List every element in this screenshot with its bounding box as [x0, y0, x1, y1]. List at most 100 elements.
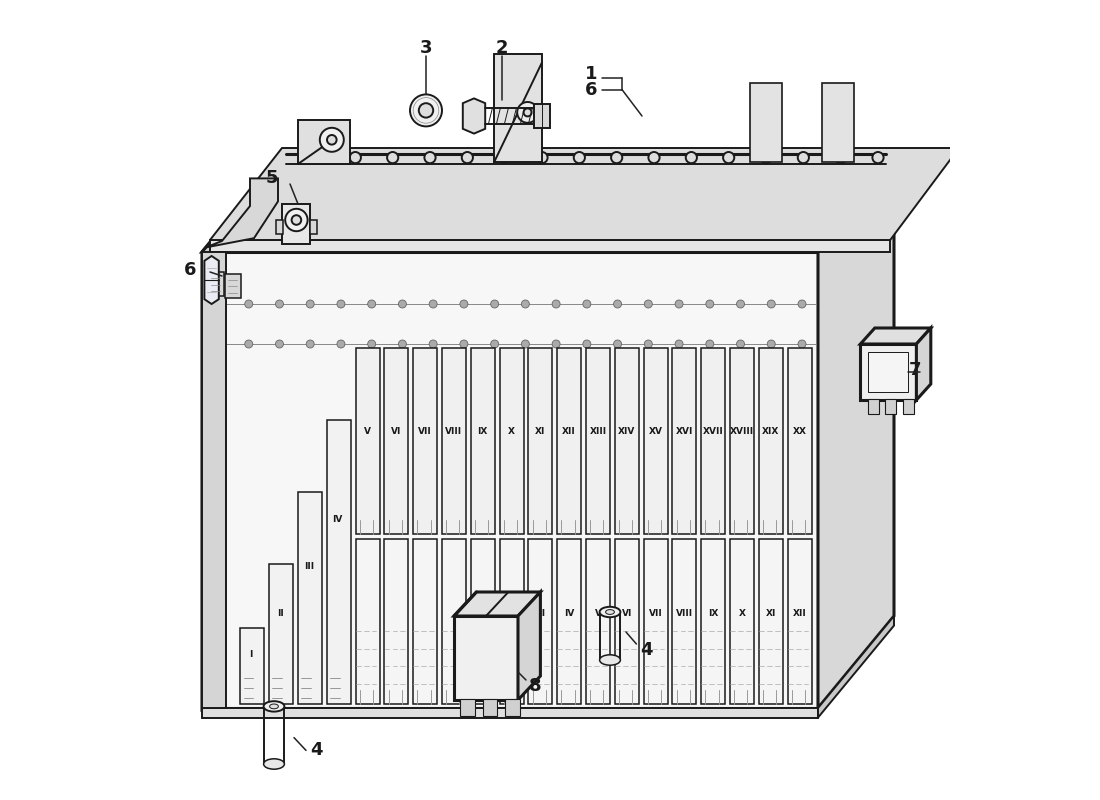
- Text: XII: XII: [793, 609, 806, 618]
- Circle shape: [244, 340, 253, 348]
- Circle shape: [675, 340, 683, 348]
- Bar: [442, 348, 466, 534]
- Bar: [384, 348, 408, 534]
- Bar: [499, 539, 524, 704]
- Bar: [644, 348, 668, 534]
- Text: XX: XX: [793, 427, 806, 436]
- Bar: [886, 399, 896, 414]
- Circle shape: [583, 300, 591, 308]
- Text: VI: VI: [392, 427, 402, 436]
- Text: I: I: [250, 650, 253, 659]
- Circle shape: [214, 300, 222, 308]
- Circle shape: [835, 152, 846, 163]
- Circle shape: [521, 340, 529, 348]
- Circle shape: [645, 300, 652, 308]
- Text: 6: 6: [585, 81, 598, 98]
- Bar: [558, 539, 581, 704]
- Bar: [471, 539, 495, 704]
- Text: V: V: [594, 609, 602, 618]
- Circle shape: [429, 300, 437, 308]
- Bar: [586, 539, 611, 704]
- Text: 7: 7: [909, 361, 921, 378]
- Text: IX: IX: [477, 427, 488, 436]
- Polygon shape: [494, 54, 542, 162]
- Text: a passion for
        985: a passion for 985: [463, 436, 717, 556]
- Circle shape: [398, 300, 406, 308]
- Circle shape: [419, 103, 433, 118]
- Bar: [505, 699, 519, 716]
- Circle shape: [675, 300, 683, 308]
- Circle shape: [524, 108, 531, 116]
- Circle shape: [521, 300, 529, 308]
- Text: XI: XI: [536, 427, 546, 436]
- Polygon shape: [202, 224, 224, 708]
- Bar: [461, 699, 475, 716]
- Bar: [414, 348, 437, 534]
- Polygon shape: [454, 616, 518, 700]
- Circle shape: [460, 340, 467, 348]
- Bar: [528, 539, 552, 704]
- Circle shape: [537, 152, 548, 163]
- Circle shape: [306, 340, 315, 348]
- Circle shape: [517, 102, 538, 122]
- Bar: [276, 220, 283, 234]
- Text: XV: XV: [649, 427, 662, 436]
- Circle shape: [648, 152, 660, 163]
- Text: VII: VII: [649, 609, 662, 618]
- Ellipse shape: [606, 610, 615, 614]
- Polygon shape: [916, 328, 931, 400]
- Circle shape: [552, 300, 560, 308]
- Circle shape: [872, 152, 883, 163]
- Circle shape: [768, 340, 776, 348]
- Circle shape: [337, 300, 345, 308]
- Bar: [701, 348, 725, 534]
- Polygon shape: [202, 160, 894, 252]
- Bar: [586, 348, 611, 534]
- Text: X: X: [738, 609, 746, 618]
- Text: V: V: [364, 427, 371, 436]
- Circle shape: [350, 152, 361, 163]
- Bar: [327, 420, 351, 704]
- Circle shape: [552, 340, 560, 348]
- Circle shape: [798, 152, 808, 163]
- Bar: [528, 348, 552, 534]
- Circle shape: [706, 340, 714, 348]
- Bar: [355, 539, 380, 704]
- Text: X: X: [508, 427, 515, 436]
- Text: VIII: VIII: [675, 609, 693, 618]
- Bar: [672, 348, 696, 534]
- Circle shape: [645, 340, 652, 348]
- Bar: [355, 348, 380, 534]
- Circle shape: [499, 152, 510, 163]
- Circle shape: [244, 300, 253, 308]
- Polygon shape: [226, 274, 241, 298]
- Text: 5: 5: [265, 169, 278, 186]
- Text: 2: 2: [496, 39, 508, 57]
- Bar: [868, 399, 879, 414]
- Circle shape: [583, 340, 591, 348]
- Ellipse shape: [270, 704, 278, 709]
- Text: III: III: [304, 562, 313, 570]
- Circle shape: [737, 340, 745, 348]
- Polygon shape: [208, 272, 224, 296]
- Circle shape: [737, 300, 745, 308]
- Text: II: II: [276, 609, 284, 618]
- Bar: [298, 492, 322, 704]
- Text: 3: 3: [420, 39, 432, 57]
- Bar: [442, 539, 466, 704]
- Circle shape: [410, 94, 442, 126]
- Circle shape: [306, 300, 315, 308]
- Circle shape: [768, 300, 776, 308]
- Text: 8: 8: [529, 678, 542, 695]
- Circle shape: [275, 300, 284, 308]
- Polygon shape: [205, 256, 219, 304]
- Circle shape: [367, 300, 376, 308]
- Polygon shape: [202, 252, 226, 708]
- Text: III: III: [536, 609, 546, 618]
- Bar: [384, 539, 408, 704]
- Bar: [483, 699, 497, 716]
- Circle shape: [327, 135, 337, 145]
- Circle shape: [387, 152, 398, 163]
- Circle shape: [337, 340, 345, 348]
- Bar: [701, 539, 725, 704]
